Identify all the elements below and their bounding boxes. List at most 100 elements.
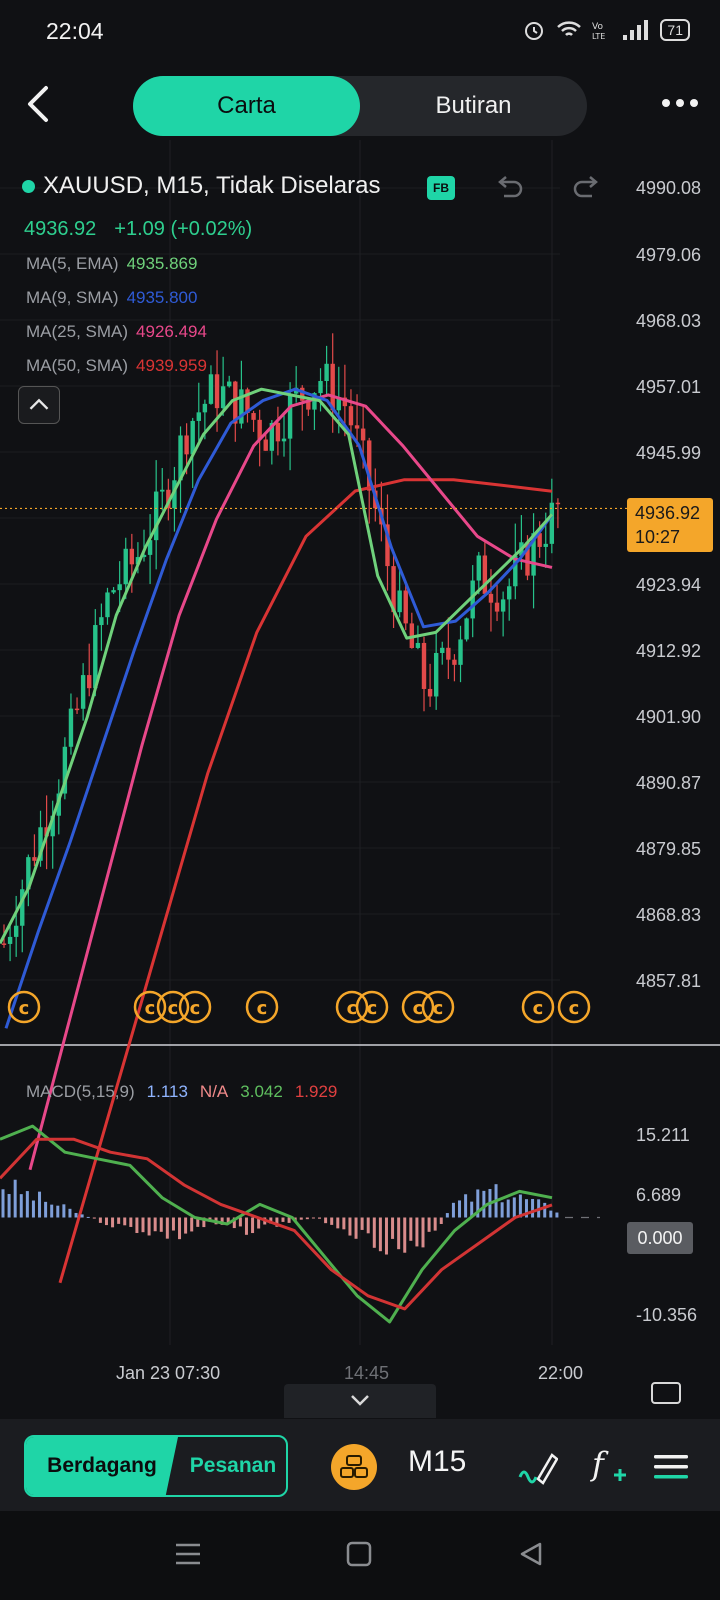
macd-histogram-bar <box>342 1217 346 1230</box>
price-axis-label: 4945.99 <box>636 443 702 463</box>
macd-histogram-bar <box>330 1217 334 1225</box>
tab-carta[interactable]: Carta <box>133 76 360 136</box>
macd-histogram-bar <box>287 1217 291 1223</box>
undo-icon[interactable] <box>494 172 524 202</box>
back-arrow-icon[interactable] <box>18 82 62 126</box>
last-price: 4936.92 <box>24 218 97 240</box>
more-dots-icon[interactable] <box>660 92 700 114</box>
candle-body <box>555 502 561 505</box>
macd-histogram-bar <box>141 1217 145 1233</box>
macd-histogram-bar <box>275 1217 279 1227</box>
timeframe-selector[interactable]: M15 <box>408 1445 467 1478</box>
macd-histogram-bar <box>269 1217 273 1224</box>
fullscreen-icon[interactable] <box>651 1382 681 1404</box>
macd-histogram-bar <box>92 1217 96 1219</box>
macd-histogram-bar <box>458 1200 462 1218</box>
candle-body <box>354 425 360 429</box>
candle-body <box>342 397 348 407</box>
coin-icon[interactable] <box>331 1444 377 1490</box>
macd-histogram-bar <box>98 1217 102 1223</box>
tab-butiran[interactable]: Butiran <box>435 92 512 119</box>
trade-button[interactable]: Berdagang <box>26 1437 178 1495</box>
home-icon[interactable] <box>346 1541 372 1567</box>
event-c-icon-glyph: c <box>569 998 580 1019</box>
candle-body <box>68 708 74 747</box>
macd-histogram-bar <box>226 1217 230 1224</box>
event-c-icon-glyph: c <box>413 998 424 1019</box>
candle-body <box>312 393 317 410</box>
candle-body <box>208 374 214 404</box>
macd-histogram-bar <box>117 1217 121 1224</box>
macd-histogram-bar <box>324 1217 328 1224</box>
fx-indicator-icon[interactable]: f <box>590 1445 630 1485</box>
macd-histogram-bar <box>311 1217 315 1219</box>
macd-histogram-bar <box>147 1217 151 1236</box>
candle-body <box>245 389 250 414</box>
macd-axis-label: -10.356 <box>636 1305 698 1325</box>
macd-histogram-bar <box>171 1217 175 1231</box>
event-c-icon <box>557 990 591 1024</box>
macd-histogram-bar <box>360 1217 364 1230</box>
ma9-line <box>4 387 554 1029</box>
candle-body <box>111 590 116 593</box>
macd-histogram-bar <box>7 1194 11 1218</box>
price-axis-label: 4879.85 <box>636 839 702 859</box>
macd-histogram-bar <box>482 1190 486 1218</box>
event-c-icon <box>421 990 455 1024</box>
macd-histogram-bar <box>220 1217 224 1225</box>
macd-histogram-bar <box>25 1191 29 1218</box>
candle-body <box>324 363 329 382</box>
candle-body <box>87 675 92 689</box>
macd-histogram-bar <box>31 1200 35 1218</box>
macd-zero-tag: 0.000 <box>627 1222 693 1254</box>
bottom-toolbar: Berdagang Pesanan M15 f <box>0 1419 720 1511</box>
candle-body <box>464 618 469 640</box>
macd-histogram-bar <box>391 1217 395 1239</box>
chevron-up-icon[interactable] <box>18 386 60 424</box>
candle-body <box>1 943 7 945</box>
status-icons: Vo LTE 71 <box>522 18 690 42</box>
status-dot <box>22 179 35 193</box>
macd-histogram-bar <box>354 1217 358 1239</box>
symbol-title[interactable]: XAUUSD, M15, Tidak Diselaras <box>43 172 381 199</box>
symbol-header: XAUUSD, M15, Tidak Diselaras <box>22 172 380 200</box>
svg-text:f: f <box>590 1445 609 1483</box>
system-navigation-bar <box>0 1511 720 1600</box>
macd-line <box>0 1124 553 1324</box>
svg-text:LTE: LTE <box>592 32 605 41</box>
recent-apps-icon[interactable] <box>174 1541 202 1567</box>
macd-histogram-bar <box>366 1217 370 1234</box>
candle-body <box>440 647 445 653</box>
macd-histogram-bar <box>244 1217 248 1235</box>
macd-legend: MACD(5,15,9) 1.113 N/A 3.042 1.929 <box>26 1082 337 1102</box>
macd-histogram-bar <box>439 1217 443 1224</box>
back-nav-icon[interactable] <box>518 1541 544 1567</box>
macd-histogram-bar <box>190 1217 194 1232</box>
status-bar: 22:04 Vo LTE 71 <box>0 0 720 64</box>
ma-row: MA(9, SMA) 4935.800 <box>26 288 207 322</box>
candle-body <box>300 387 305 401</box>
candle-body <box>397 590 402 613</box>
candle-body <box>184 435 189 455</box>
redo-icon[interactable] <box>572 172 602 202</box>
macd-histogram-bar <box>178 1217 182 1240</box>
candle-body <box>348 406 354 426</box>
price-axis-label: 4968.03 <box>636 311 702 331</box>
price-axis-label: 4868.83 <box>636 905 702 925</box>
chart-resize-handle[interactable] <box>284 1384 436 1418</box>
draw-pen-icon[interactable] <box>518 1449 558 1485</box>
candle-body <box>403 590 408 624</box>
menu-icon[interactable] <box>654 1453 688 1481</box>
macd-value: 3.042 <box>240 1082 283 1101</box>
wifi-icon <box>557 21 582 36</box>
macd-histogram-bar <box>555 1212 559 1218</box>
candle-body <box>427 688 433 697</box>
alarm-icon <box>525 22 544 40</box>
candle-body <box>239 389 244 424</box>
price-axis-label: 4979.06 <box>636 245 702 265</box>
current-price-tag: 4936.92 10:27 <box>627 498 713 552</box>
orders-button[interactable]: Pesanan <box>189 1454 277 1477</box>
